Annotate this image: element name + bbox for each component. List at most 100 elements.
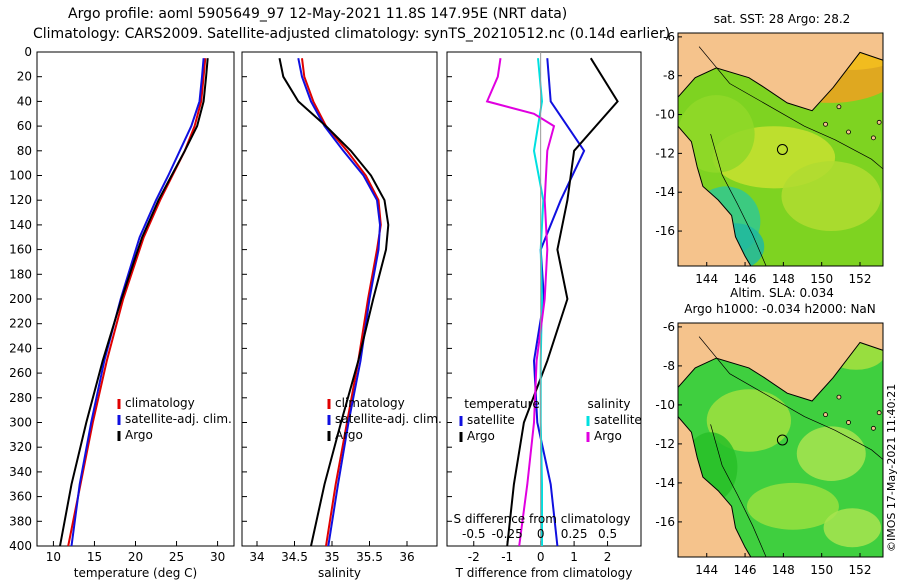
land-new-guinea [678, 323, 883, 402]
legend-title-temperature: temperature [464, 397, 539, 411]
legend-label: climatology [335, 396, 405, 410]
map-x-tick-label: 146 [734, 272, 757, 286]
land-island [823, 121, 828, 127]
x-tick-label: 34.5 [281, 550, 308, 564]
map-x-tick-label: 152 [849, 563, 872, 577]
y-tick-label: 60 [17, 119, 32, 133]
land-island [846, 420, 851, 425]
map-x-tick-label: 150 [810, 272, 833, 286]
title-line1: Argo profile: aoml 5905649_97 12-May-202… [68, 6, 568, 22]
y-tick-label: 320 [9, 440, 32, 454]
map-y-tick-label: -6 [663, 30, 675, 44]
x-tick-label: 25 [169, 550, 184, 564]
legend-label: Argo [335, 428, 363, 442]
x-tick-label: -2 [468, 550, 480, 564]
map-x-tick-label: 148 [772, 563, 795, 577]
x-tick-label: 2 [604, 550, 612, 564]
y-tick-label: 200 [9, 292, 32, 306]
series-line-argo [278, 57, 390, 547]
x-tick-label: 36 [399, 550, 414, 564]
series-line-argo [59, 58, 209, 547]
land-island [836, 104, 842, 110]
map-frame [677, 32, 884, 267]
map-field-patch [746, 482, 839, 530]
y-tick-label: 260 [9, 366, 32, 380]
series-line-climatology [301, 58, 382, 547]
series-line-climatology [67, 58, 207, 547]
y-tick-label: 80 [17, 144, 32, 158]
x-axis-label: temperature (deg C) [74, 566, 197, 580]
map-title-sla: Altim. SLA: 0.034 [730, 286, 834, 300]
y-tick-label: 120 [9, 193, 32, 207]
argo-float-marker [776, 434, 788, 446]
map-x-tick-label: 150 [810, 563, 833, 577]
series-line-satellite-adj-clim- [70, 58, 205, 547]
series-line-t-argo [506, 57, 619, 547]
x-tick-label: 1 [570, 550, 578, 564]
x-axis-label-top: S difference from climatology [454, 512, 631, 526]
series-line-s-satellite [532, 58, 545, 546]
map-y-tick-label: -6 [663, 320, 675, 334]
map-y-tick-label: -14 [655, 185, 675, 199]
map-y-tick-label: -16 [655, 224, 675, 238]
land-island [871, 425, 876, 431]
map-y-tick-label: -10 [655, 108, 675, 122]
y-tick-label: 180 [9, 267, 32, 281]
y-tick-label: 140 [9, 218, 32, 232]
land-island [836, 394, 842, 400]
x-tick-label-top: 0 [537, 527, 545, 541]
bathymetry-contour [698, 336, 883, 460]
x-tick-label: 15 [87, 550, 102, 564]
series-line-satellite-adj-clim- [297, 58, 382, 547]
map-field-patch [706, 389, 792, 452]
x-tick-label: 30 [210, 550, 225, 564]
x-tick-label: 10 [46, 550, 61, 564]
land-island [871, 135, 876, 141]
y-tick-label: 240 [9, 341, 32, 355]
bathymetry-contour [710, 133, 767, 266]
y-tick-label: 220 [9, 317, 32, 331]
x-tick-label-top: 0.5 [598, 527, 617, 541]
land-queensland [678, 415, 752, 557]
x-axis-label: salinity [318, 566, 361, 580]
map-y-tick-label: -8 [663, 359, 675, 373]
y-tick-label: 100 [9, 169, 32, 183]
map-sla: 144 146 148 150 152 -6 -8 -10 -12 -14 -16 [655, 320, 884, 577]
legend-label: satellite-adj. clim. [335, 412, 442, 426]
title-line2: Climatology: CARS2009. Satellite-adjuste… [33, 26, 671, 42]
y-tick-label: 40 [17, 94, 32, 108]
y-tick-label: 340 [9, 465, 32, 479]
x-tick-label-top: -0.5 [462, 527, 485, 541]
map-y-tick-label: -16 [655, 515, 675, 529]
legend-title-salinity: salinity [587, 397, 630, 411]
y-tick-label: 400 [9, 539, 32, 553]
y-tick-label: 280 [9, 391, 32, 405]
x-tick-label: 35 [324, 550, 339, 564]
x-axis-label: T difference from climatology [455, 566, 633, 580]
map-field-patch [678, 95, 755, 173]
map-y-tick-label: -12 [655, 437, 675, 451]
land-island [823, 412, 828, 418]
map-field-patch [796, 426, 866, 481]
x-tick-label-top: -0.25 [492, 527, 523, 541]
land-island [876, 119, 882, 125]
plot-frame-0 [36, 51, 235, 547]
y-tick-label: 300 [9, 416, 32, 430]
legend-label: satellite-adj. clim. [125, 412, 232, 426]
land-new-guinea [678, 33, 883, 112]
map-field-patch [823, 508, 882, 548]
land-queensland [678, 125, 752, 266]
map-x-tick-label: 148 [772, 272, 795, 286]
map-x-tick-label: 144 [695, 563, 718, 577]
legend-label: satellite [594, 413, 642, 427]
land-island [876, 410, 882, 416]
y-tick-label: 360 [9, 490, 32, 504]
y-tick-label: 0 [24, 45, 32, 59]
x-tick-label: 35.5 [356, 550, 383, 564]
x-tick-label-top: 0.25 [561, 527, 588, 541]
map-field-patch [781, 161, 882, 232]
map-frame [677, 322, 884, 558]
argo-float-marker [776, 144, 788, 155]
y-tick-label: 160 [9, 243, 32, 257]
legend-label: Argo [467, 429, 495, 443]
